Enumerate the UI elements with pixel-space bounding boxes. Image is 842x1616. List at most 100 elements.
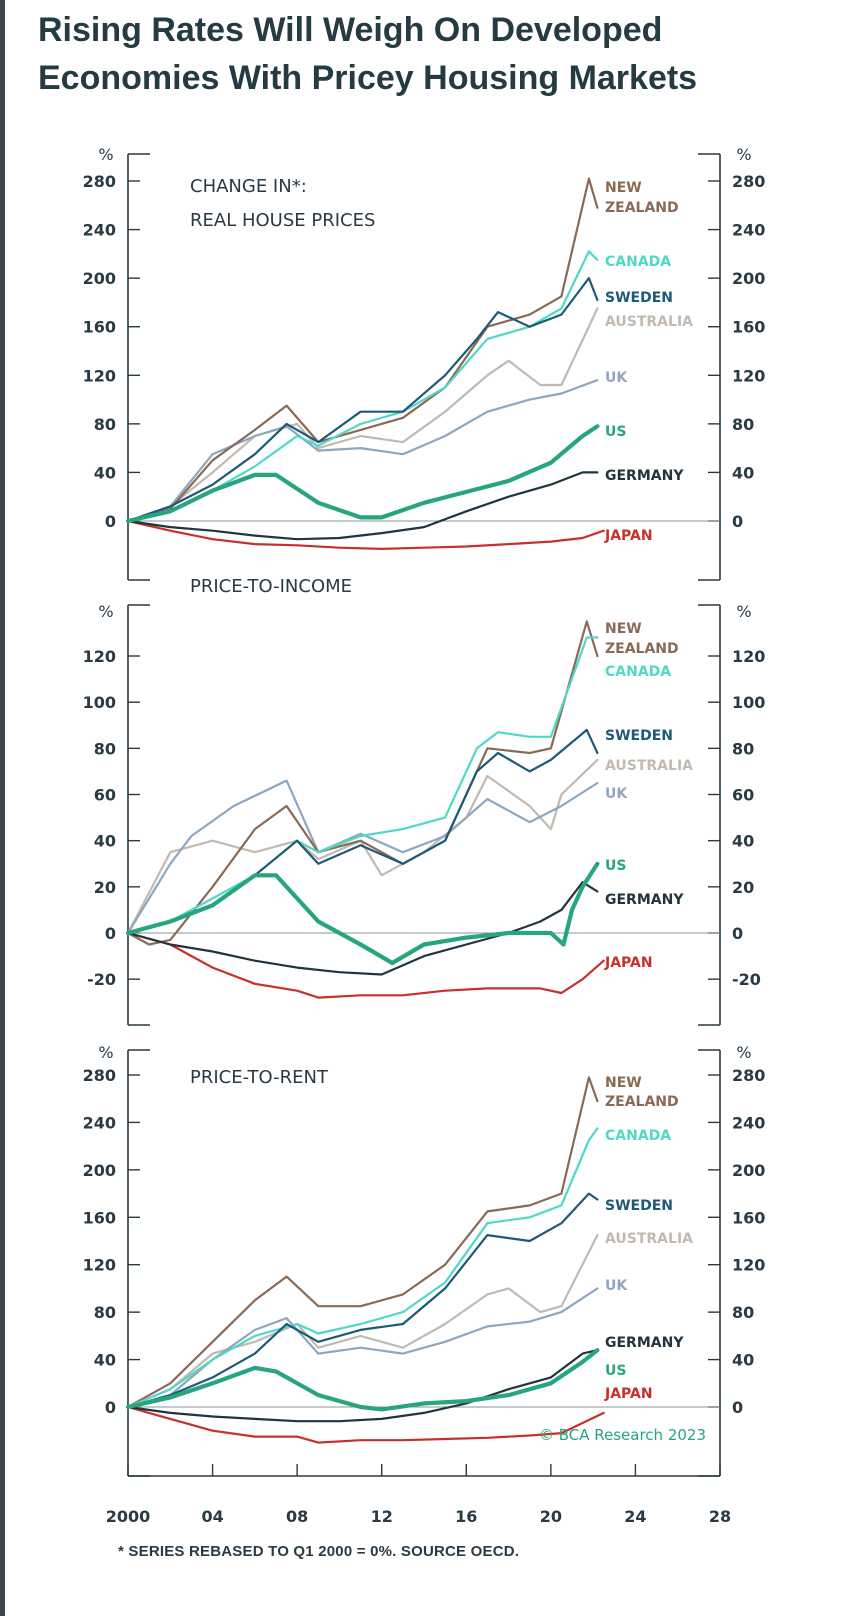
panel-price-to-rent-left-unit: % — [98, 1043, 113, 1062]
panel-price-to-income-ytick-label-right: 120 — [732, 647, 765, 666]
panel-price-to-income-ytick-label-left: 0 — [105, 924, 116, 943]
x-tick-label: 24 — [624, 1507, 646, 1526]
panel-price-to-rent-label-new-zealand: ZEALAND — [605, 1094, 679, 1110]
panel-real-house-prices-ytick-label-right: 120 — [732, 366, 765, 385]
panel-real-house-prices-ytick-label-right: 0 — [732, 512, 743, 531]
panel-real-house-prices-ytick-label-right: 40 — [732, 463, 754, 482]
panel-real-house-prices-ytick-label-left: 160 — [83, 318, 116, 337]
panel-price-to-income-ytick-label-left: 100 — [83, 693, 116, 712]
panel-real-house-prices-line-uk — [126, 379, 599, 523]
panel-real-house-prices-label-new-zealand: ZEALAND — [605, 200, 679, 216]
panel-price-to-rent-ytick-label-right: 80 — [732, 1303, 754, 1322]
panel-price-to-rent-ytick-label-left: 0 — [105, 1398, 116, 1417]
panel-real-house-prices-ytick-label-left: 200 — [83, 269, 116, 288]
panel-price-to-rent-label-uk: UK — [605, 1278, 628, 1294]
panel-price-to-income-ytick-label-right: 40 — [732, 832, 754, 851]
panel-price-to-income-line-canada — [126, 636, 599, 935]
panel-real-house-prices-left-unit: % — [98, 145, 113, 164]
panel-price-to-income-ytick-label-left: 80 — [94, 739, 116, 758]
panel-price-to-income-label-uk: UK — [605, 786, 628, 802]
panel-real-house-prices-ytick-label-left: 40 — [94, 463, 116, 482]
panel-real-house-prices-line-australia — [126, 307, 599, 523]
panel-price-to-income-label-new-zealand: ZEALAND — [605, 641, 679, 657]
panel-real-house-prices-ytick-label-right: 160 — [732, 318, 765, 337]
panel-price-to-rent-ytick-label-right: 240 — [732, 1113, 765, 1132]
panel-price-to-income-label-germany: GERMANY — [605, 892, 684, 908]
panel-real-house-prices-line-japan — [126, 519, 605, 550]
x-tick-label: 28 — [709, 1507, 731, 1526]
panel-price-to-rent-label-canada: CANADA — [605, 1128, 671, 1144]
panel-price-to-rent-ytick-label-right: 160 — [732, 1208, 765, 1227]
panel-real-house-prices-ytick-label-right: 80 — [732, 415, 754, 434]
panel-real-house-prices-ytick-label-left: 240 — [83, 221, 116, 240]
x-tick-label: 16 — [455, 1507, 477, 1526]
panel-real-house-prices-ytick-label-left: 280 — [83, 172, 116, 191]
panel-price-to-rent-line-new-zealand — [126, 1076, 599, 1409]
page-title-line-2: Economies With Pricey Housing Markets — [38, 59, 698, 97]
panel-price-to-income-label-australia: AUSTRALIA — [605, 758, 693, 774]
panel-price-to-income-line-new-zealand — [126, 620, 599, 946]
x-tick-label: 08 — [286, 1507, 308, 1526]
panel-price-to-rent-label-new-zealand: NEW — [605, 1075, 642, 1091]
panel-price-to-rent-ytick-label-right: 280 — [732, 1066, 765, 1085]
panel-real-house-prices-title-line-2: REAL HOUSE PRICES — [190, 210, 375, 231]
panel-real-house-prices-ytick-label-right: 200 — [732, 269, 765, 288]
panel-price-to-rent-label-germany: GERMANY — [605, 1335, 684, 1351]
panel-price-to-rent-ytick-label-right: 200 — [732, 1161, 765, 1180]
panel-price-to-rent-label-sweden: SWEDEN — [605, 1198, 673, 1214]
panel-price-to-rent-line-germany — [126, 1349, 599, 1423]
panel-price-to-rent-ytick-label-left: 280 — [83, 1066, 116, 1085]
x-tick-label: 12 — [371, 1507, 393, 1526]
panel-price-to-income-line-japan — [126, 931, 605, 999]
panel-real-house-prices-ytick-label-left: 120 — [83, 366, 116, 385]
panel-real-house-prices-ytick-label-left: 80 — [94, 415, 116, 434]
panel-price-to-income-ytick-label-left: 20 — [94, 878, 116, 897]
panel-price-to-rent-line-australia — [126, 1234, 599, 1409]
panel-price-to-income-ytick-label-right: 60 — [732, 786, 754, 805]
panel-price-to-income-ytick-label-left: 60 — [94, 786, 116, 805]
panel-real-house-prices-line-germany — [126, 471, 599, 541]
panel-real-house-prices-ytick-label-right: 280 — [732, 172, 765, 191]
panel-real-house-prices-ytick-label-right: 240 — [732, 221, 765, 240]
panel-real-house-prices-title-line-1: CHANGE IN*: — [190, 176, 307, 197]
panel-price-to-rent-label-japan: JAPAN — [604, 1386, 653, 1402]
panel-price-to-rent-ytick-label-left: 40 — [94, 1351, 116, 1370]
x-tick-label: 20 — [540, 1507, 562, 1526]
page-title: Rising Rates Will Weigh On Developed Eco… — [38, 6, 828, 102]
panel-real-house-prices-line-us — [125, 424, 600, 524]
panel-price-to-rent-ytick-label-left: 160 — [83, 1208, 116, 1227]
panel-real-house-prices-label-japan: JAPAN — [604, 528, 653, 544]
panel-price-to-rent-ytick-label-right: 120 — [732, 1256, 765, 1275]
panel-price-to-income-line-germany — [126, 881, 599, 976]
page-title-line-1: Rising Rates Will Weigh On Developed — [38, 11, 663, 49]
panel-price-to-income-title-line-1: PRICE-TO-INCOME — [190, 576, 352, 597]
panel-price-to-rent-title-line-1: PRICE-TO-RENT — [190, 1067, 329, 1088]
panel-price-to-income-ytick-label-left: 40 — [94, 832, 116, 851]
panel-price-to-rent-ytick-label-left: 80 — [94, 1303, 116, 1322]
panel-price-to-income-label-sweden: SWEDEN — [605, 728, 673, 744]
panel-price-to-income-line-us — [125, 861, 600, 966]
panel-price-to-income-ytick-label-right: -20 — [732, 970, 761, 989]
panel-price-to-income-label-new-zealand: NEW — [605, 621, 642, 637]
panel-price-to-income-line-australia — [126, 758, 599, 935]
panel-price-to-rent-ytick-label-left: 120 — [83, 1256, 116, 1275]
panel-real-house-prices-line-sweden — [126, 277, 599, 523]
panel-real-house-prices-label-uk: UK — [605, 370, 628, 386]
panel-price-to-rent-line-sweden — [126, 1192, 599, 1409]
panel-real-house-prices-label-canada: CANADA — [605, 254, 671, 270]
panel-price-to-rent-ytick-label-right: 0 — [732, 1398, 743, 1417]
panel-price-to-income-ytick-label-left: 120 — [83, 647, 116, 666]
panel-price-to-income-label-japan: JAPAN — [604, 955, 653, 971]
panel-real-house-prices-label-new-zealand: NEW — [605, 180, 642, 196]
source-credit: © BCA Research 2023 — [539, 1426, 706, 1444]
panel-price-to-income-right-unit: % — [736, 602, 751, 621]
panel-price-to-income-line-uk — [126, 779, 599, 935]
footnote: * SERIES REBASED TO Q1 2000 = 0%. SOURCE… — [118, 1543, 520, 1560]
panel-price-to-income-label-us: US — [605, 858, 626, 874]
panel-real-house-prices-label-australia: AUSTRALIA — [605, 314, 693, 330]
page-left-rule — [0, 0, 5, 1616]
panel-price-to-income-left-unit: % — [98, 602, 113, 621]
panel-price-to-income-ytick-label-right: 20 — [732, 878, 754, 897]
panel-price-to-rent-line-us — [125, 1348, 600, 1412]
panel-price-to-rent-right-unit: % — [736, 1043, 751, 1062]
